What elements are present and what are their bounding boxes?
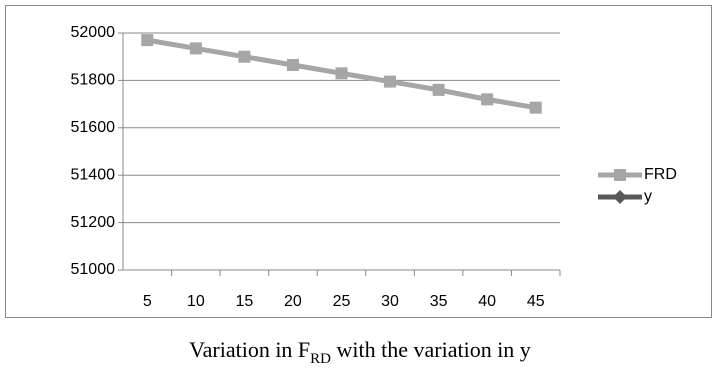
x-tick-label: 45 bbox=[527, 293, 545, 310]
x-tick-label: 40 bbox=[478, 293, 496, 310]
marker bbox=[384, 75, 397, 88]
marker bbox=[481, 93, 494, 106]
x-tick-label: 30 bbox=[381, 293, 399, 310]
y-tick-label: 51000 bbox=[71, 261, 116, 278]
marker bbox=[529, 101, 542, 114]
marker bbox=[238, 50, 251, 63]
legend-label: FRD bbox=[644, 166, 677, 183]
x-tick-label: 5 bbox=[143, 293, 152, 310]
y-tick-label: 52000 bbox=[71, 24, 116, 41]
y-tick-label: 51200 bbox=[71, 214, 116, 231]
legend-label: y bbox=[644, 188, 652, 205]
caption-text: Variation in F bbox=[189, 337, 310, 362]
x-tick-label: 10 bbox=[187, 293, 205, 310]
x-tick-label: 35 bbox=[430, 293, 448, 310]
marker bbox=[335, 67, 348, 80]
marker bbox=[141, 34, 154, 47]
marker bbox=[286, 58, 299, 71]
y-tick-label: 51600 bbox=[71, 119, 116, 136]
marker bbox=[189, 42, 202, 55]
caption-text: with the variation in y bbox=[331, 337, 531, 362]
x-tick-label: 25 bbox=[333, 293, 351, 310]
x-tick-label: 20 bbox=[284, 293, 302, 310]
y-tick-label: 51400 bbox=[71, 166, 116, 183]
y-tick-label: 51800 bbox=[71, 72, 116, 89]
marker bbox=[613, 190, 627, 204]
caption-subscript: RD bbox=[310, 351, 331, 367]
marker bbox=[432, 83, 445, 96]
x-tick-label: 15 bbox=[235, 293, 253, 310]
marker bbox=[614, 169, 626, 181]
caption: Variation in FRD with the variation in y bbox=[189, 337, 531, 367]
